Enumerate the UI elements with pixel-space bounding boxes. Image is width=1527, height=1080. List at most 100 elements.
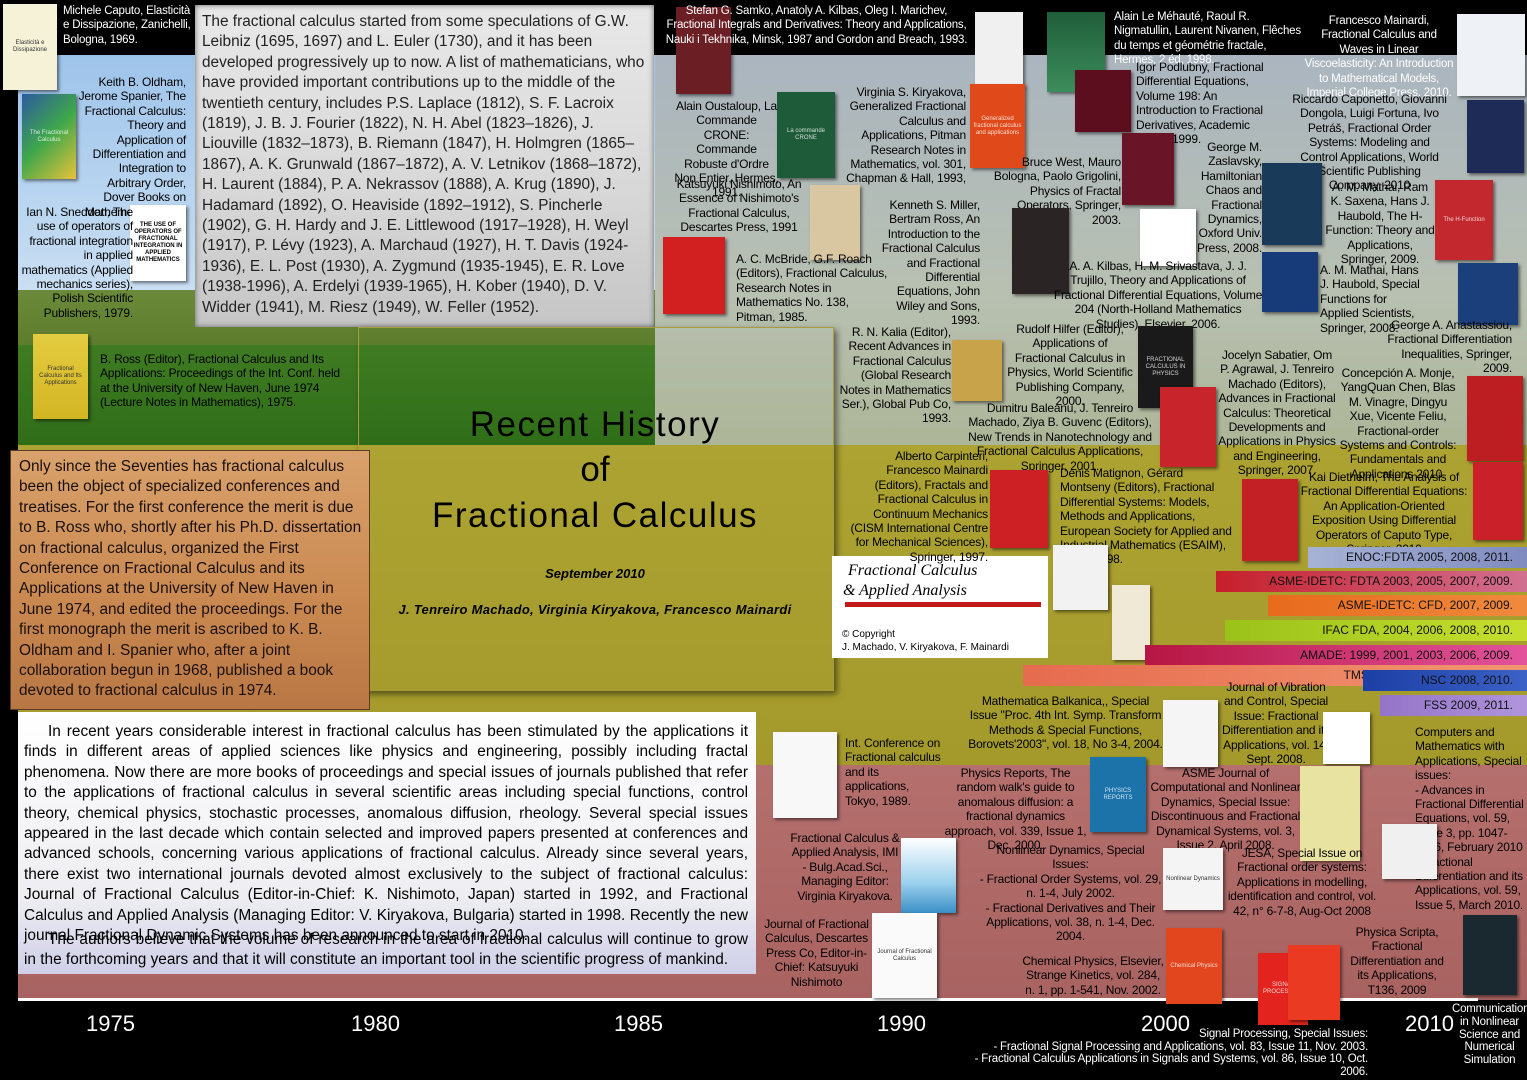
ref-oldham: Keith B. Oldham, Jerome Spanier, The Fra… [78,75,187,219]
book-cover-ross: Fractional Calculus and Its Applications [33,334,88,419]
recent-box [18,712,756,974]
book-cover-miller [1012,208,1069,294]
ref-caponetto: Riccardo Caponetto, Giovanni Dongola, Lu… [1292,92,1447,193]
ref-diethelm: Kai Diethelm, The Analysis of Fractional… [1300,470,1468,556]
year-1990: 1990 [877,1011,926,1036]
fcaa-logo-box [832,556,1048,658]
book-cover-jcnd [1300,766,1360,861]
title-line-3: Fractional Calculus [431,496,759,535]
ref-fcaa-imi: Fractional Calculus & Applied Analysis, … [790,831,900,903]
book-cover-mathbalk [1163,700,1218,767]
title-line-2: of [580,450,610,489]
ref-anastassiou: George A. Anastassiou, Fractional Differ… [1387,318,1512,376]
intro-box [195,5,654,327]
ref-asme-jcnd: ASME Journal of Computational and Nonlin… [1150,766,1301,853]
ref-jvc: Journal of Vibration and Control, Specia… [1222,680,1330,767]
ref-physrep: Physics Reports, The random walk's guide… [944,766,1087,853]
book-cover-mathbalk-logo [1112,585,1150,660]
book-cover-cmwa [1382,824,1437,879]
ref-kilbas: A. A. Kilbas, H. M. Srivastava, J. J. Tr… [1053,259,1263,331]
ref-jesa: JESA, Special Issue on Fractional order … [1227,846,1377,918]
book-cover-podlubny [1075,70,1131,132]
book-cover-kalia [952,340,1002,401]
fcaa-copyright-names: J. Machado, V. Kiryakova, F. Mainardi [842,642,1009,653]
ref-sabatier: Jocelyn Sabatier, Om P. Agrawal, J. Tenr… [1218,348,1336,478]
book-cover-hfunction: The H-Function [1435,180,1493,260]
book-cover-jfc: Journal of Fractional Calculus [872,913,937,998]
year-2010: 2010 [1405,1011,1454,1036]
bar-asme-cfd: ASME-IDETC: CFD, 2007, 2009. [1268,595,1527,616]
title-line-1: Recent History [469,405,721,444]
ref-podlubny: Igor Podlubny, Fractional Differential E… [1136,60,1264,147]
ref-kiryakova: Virginia S. Kiryakova, Generalized Fract… [846,85,966,186]
ref-mainardi: Francesco Mainardi, Fractional Calculus … [1304,15,1454,100]
bar-fss: FSS 2009, 2011. [1380,695,1527,716]
ref-sneddon: Ian N. Sneddon, The use of operators of … [21,205,134,320]
book-cover-jvc [1323,712,1370,764]
ref-miller: Kenneth S. Miller, Bertram Ross, An Intr… [881,198,980,328]
book-cover-samko [676,7,731,94]
fcaa-copyright: © Copyright [842,629,895,640]
book-cover-signal-2 [1288,945,1340,1020]
ref-mcbride: A. C. McBride, G.F. Roach (Editors), Fra… [736,252,888,324]
fcaa-logo-line-1: Fractional Calculus [848,562,978,579]
book-cover-zaslavsky [1262,163,1322,245]
book-cover-oustaloup: La commande CRONE [777,92,835,178]
bar-enoc: ENOC:FDTA 2005, 2008, 2011. [1308,547,1527,568]
ref-samko: Stefan G. Samko, Anatoly A. Kilbas, Oleg… [665,5,968,46]
ref-hilfer: Rudolf Hilfer (Editor), Applications of … [1007,322,1133,409]
book-cover-mainardi [1457,14,1525,96]
book-cover-tokyo [773,732,837,818]
book-cover-mathai2 [1262,252,1318,312]
fcaa-logo-line-2: & Applied Analysis [843,582,967,599]
intro-text: The fractional calculus started from som… [202,13,645,316]
ref-kalia: R. N. Kalia (Editor), Recent Advances in… [839,325,952,426]
ref-carpinteri: Alberto Carpinteri, Francesco Mainardi (… [850,449,988,564]
book-cover-caponetto [1467,100,1524,173]
ref-chemphys: Chemical Physics, Elsevier, Strange Kine… [1022,954,1164,997]
book-cover-chemphys: Chemical Physics [1166,928,1222,1004]
ref-oustaloup: Alain Oustaloup, La Commande CRONE: Comm… [674,99,779,200]
ref-lemehaute: Alain Le Méhauté, Raoul R. Nigmatullin, … [1114,11,1301,67]
ref-jfc: Journal of Fractional Calculus, Descarte… [764,917,869,989]
book-cover-monje [1467,376,1523,461]
book-cover-lemehaute-white [975,12,1023,87]
book-cover-nishimoto [810,185,860,260]
year-1975: 1975 [86,1011,135,1036]
ref-cnsns: Communications in Nonlinear Science and … [1452,1003,1527,1067]
book-cover-diff-eq [1140,209,1196,266]
ref-zaslavsky: George M. Zaslavsky, Hamiltonian Chaos a… [1197,140,1262,255]
book-cover-baleanu [1160,387,1216,467]
seventies-text: Only since the Seventies has fractional … [19,458,362,700]
bar-amade: AMADE: 1999, 2001, 2003, 2006, 2009. [1145,645,1527,666]
bar-asme-fdta: ASME-IDETC: FDTA 2003, 2005, 2007, 2009. [1216,571,1527,592]
ref-signal: Signal Processing, Special Issues: - Fra… [974,1028,1369,1078]
year-1980: 1980 [351,1011,400,1036]
book-cover-nonlin: Nonlinear Dynamics [1163,848,1223,910]
year-1985: 1985 [614,1011,663,1036]
book-cover-physrep: PHYSICS REPORTS [1090,757,1146,832]
ref-nonlin: Nonlinear Dynamics, Special Issues: - Fr… [979,843,1162,944]
ref-physscripta: Physica Scripta, Fractional Differentiat… [1350,925,1444,997]
ref-mathai2: A. M. Mathai, Hans J. Haubold, Special F… [1320,263,1420,335]
timeline-axis [18,998,1478,1001]
book-cover-cnsns [1463,915,1517,995]
book-cover-diethelm [1473,462,1523,540]
ref-monje: Concepción A. Monje, YangQuan Chen, Blas… [1339,366,1457,481]
recent-text-2: The authors believe that the volume of r… [24,931,748,969]
book-cover-fcaa [901,838,956,913]
ref-ross: B. Ross (Editor), Fractional Calculus an… [100,352,340,410]
book-cover-oldham: The Fractional Calculus [22,94,76,179]
book-cover-sabatier [1242,479,1298,561]
ref-caputo: Michele Caputo, Elasticità e Dissipazion… [63,5,191,46]
ref-baleanu: Dumitru Baleanu, J. Tenreiro Machado, Zi… [968,401,1152,473]
ref-west: Bruce West, Mauro Bologna, Paolo Grigoli… [993,155,1121,227]
ref-tokyo: Int. Conference on Fractional calculus a… [845,736,941,808]
book-cover-kiryakova: Generalized fractional calculus and appl… [970,84,1025,168]
ref-cmwa: Computers and Mathematics with Applicati… [1415,725,1524,912]
book-cover-anastassiou [1458,263,1518,325]
book-cover-caputo: Elasticità e Dissipazione [3,4,57,90]
fcaa-logo-stripe [845,602,1041,607]
bar-nsc: NSC 2008, 2010. [1363,670,1527,691]
ref-mathbalk: Mathematica Balkanica,, Special Issue "P… [968,694,1163,752]
